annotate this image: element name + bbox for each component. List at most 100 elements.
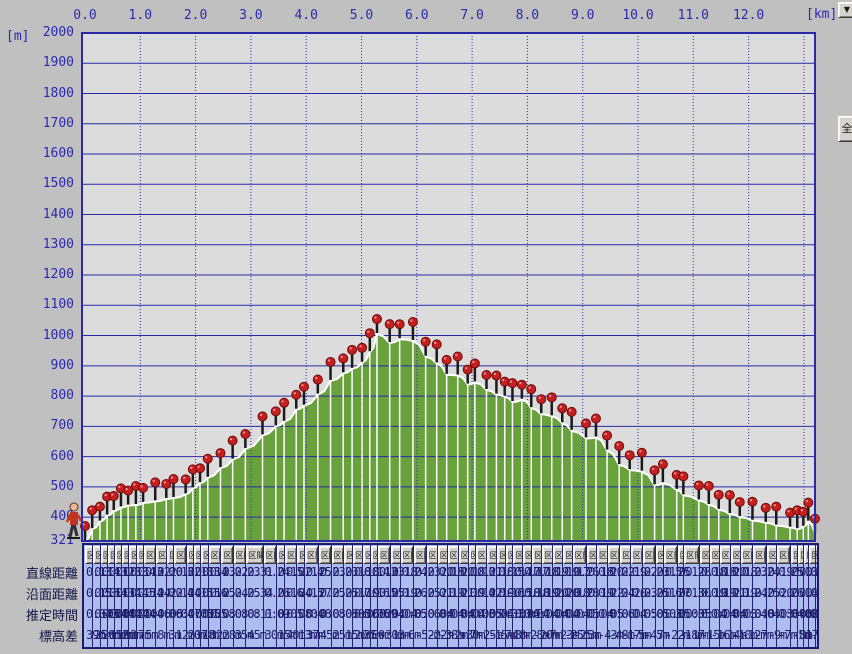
- waypoint-pin[interactable]: [462, 364, 473, 375]
- waypoint-pin-highlight: [559, 405, 562, 408]
- waypoint-pin[interactable]: [202, 453, 213, 464]
- waypoint-pin[interactable]: [279, 397, 290, 408]
- table-cell: 0.26: [401, 586, 428, 600]
- section-button[interactable]: 区間: [263, 546, 276, 564]
- waypoint-pin[interactable]: [364, 328, 375, 339]
- waypoint-pin[interactable]: [624, 450, 635, 461]
- waypoint-pin[interactable]: [394, 319, 405, 330]
- section-button[interactable]: 区間: [208, 546, 221, 564]
- column-divider: [317, 545, 319, 647]
- waypoint-pin[interactable]: [347, 344, 358, 355]
- waypoint-pin[interactable]: [803, 497, 814, 508]
- section-button[interactable]: 区間: [777, 546, 791, 564]
- table-cell: 0:09: [264, 607, 291, 621]
- waypoint-pin[interactable]: [526, 384, 537, 395]
- table-cell: 0:04: [137, 607, 164, 621]
- waypoint-pin[interactable]: [657, 459, 668, 470]
- fit-whole-button[interactable]: 全: [838, 116, 852, 142]
- waypoint-pin[interactable]: [371, 314, 382, 325]
- table-cell: -9m: [768, 629, 788, 642]
- section-button[interactable]: 区間: [318, 546, 331, 564]
- table-cell: -18m: [678, 628, 705, 642]
- waypoint-pin[interactable]: [760, 502, 771, 513]
- waypoint-pin[interactable]: [536, 394, 547, 405]
- waypoint-pin[interactable]: [481, 370, 492, 381]
- waypoint-pin[interactable]: [138, 482, 149, 493]
- column-divider: [275, 545, 277, 647]
- waypoint-pin[interactable]: [678, 471, 689, 482]
- waypoint-pin[interactable]: [94, 501, 105, 512]
- waypoint-pin[interactable]: [516, 379, 527, 390]
- waypoint-pin[interactable]: [215, 448, 226, 459]
- waypoint-pin[interactable]: [108, 491, 119, 502]
- waypoint-pin[interactable]: [469, 358, 480, 369]
- waypoint-pin[interactable]: [602, 430, 613, 441]
- waypoint-pin[interactable]: [581, 418, 592, 429]
- waypoint-pin[interactable]: [338, 353, 349, 364]
- section-button[interactable]: 区間: [642, 546, 655, 564]
- column-divider: [296, 545, 298, 647]
- section-button[interactable]: 区間: [304, 546, 318, 564]
- waypoint-pin[interactable]: [703, 480, 714, 491]
- waypoint-pin[interactable]: [771, 501, 782, 512]
- section-button[interactable]: 区間: [753, 546, 766, 564]
- waypoint-pin[interactable]: [734, 497, 745, 508]
- table-cell: 0.22: [476, 586, 503, 600]
- waypoint-pin[interactable]: [693, 480, 704, 491]
- waypoint-pin[interactable]: [798, 506, 809, 517]
- table-cell: 60m: [371, 628, 392, 642]
- waypoint-pin[interactable]: [325, 356, 336, 367]
- waypoint-pin[interactable]: [407, 317, 418, 328]
- waypoint-pin[interactable]: [291, 389, 302, 400]
- waypoint-pin[interactable]: [227, 435, 238, 446]
- section-button[interactable]: 区間: [400, 546, 413, 564]
- section-button[interactable]: 区間: [740, 546, 753, 564]
- waypoint-pin[interactable]: [507, 378, 518, 389]
- waypoint-pin-highlight: [374, 316, 377, 319]
- waypoint-pin[interactable]: [590, 413, 601, 424]
- waypoint-pin[interactable]: [431, 339, 442, 350]
- table-cell: 3m: [168, 628, 181, 642]
- waypoint-pin[interactable]: [557, 403, 568, 414]
- section-button[interactable]: 区間: [663, 546, 677, 564]
- waypoint-pin[interactable]: [150, 477, 161, 488]
- waypoint-pin[interactable]: [168, 474, 179, 485]
- waypoint-pin[interactable]: [747, 496, 758, 507]
- waypoint-pin[interactable]: [649, 465, 660, 476]
- section-button[interactable]: 区間: [233, 546, 246, 564]
- waypoint-pin[interactable]: [384, 319, 395, 330]
- column-divider: [192, 545, 194, 647]
- waypoint-pin[interactable]: [614, 441, 625, 452]
- table-cell: 0.17: [564, 565, 590, 579]
- waypoint-pin[interactable]: [636, 447, 647, 458]
- waypoint-pin[interactable]: [257, 411, 268, 422]
- waypoint-pin[interactable]: [420, 336, 431, 347]
- elevation-profile-chart[interactable]: [0, 0, 852, 560]
- waypoint-pin[interactable]: [724, 490, 735, 501]
- section-button[interactable]: 区間: [809, 546, 817, 564]
- waypoint-pin[interactable]: [546, 392, 557, 403]
- waypoint-pin[interactable]: [180, 474, 191, 485]
- waypoint-pin[interactable]: [713, 489, 724, 500]
- section-button[interactable]: 区間: [572, 546, 586, 564]
- waypoint-pin[interactable]: [240, 429, 251, 440]
- waypoint-pin[interactable]: [452, 351, 463, 362]
- waypoint-pin[interactable]: [566, 406, 577, 417]
- collapse-button[interactable]: ▼: [838, 2, 852, 18]
- y-tick-label: 800: [50, 388, 74, 404]
- waypoint-pin[interactable]: [195, 463, 206, 474]
- section-button[interactable]: 区間: [246, 546, 263, 564]
- section-button[interactable]: 区間: [377, 546, 390, 564]
- waypoint-pin-highlight: [281, 400, 284, 403]
- section-button[interactable]: 区間: [331, 546, 344, 564]
- waypoint-pin[interactable]: [312, 374, 323, 385]
- waypoint-pin[interactable]: [491, 370, 502, 381]
- waypoint-pin[interactable]: [441, 354, 452, 365]
- section-button[interactable]: 区間: [413, 546, 426, 564]
- waypoint-pin[interactable]: [270, 406, 281, 417]
- waypoint-pin[interactable]: [298, 381, 309, 392]
- section-button[interactable]: 区間: [630, 546, 643, 564]
- waypoint-pin[interactable]: [357, 342, 368, 353]
- section-button[interactable]: 区間: [684, 546, 699, 564]
- section-button[interactable]: 区間: [144, 546, 157, 564]
